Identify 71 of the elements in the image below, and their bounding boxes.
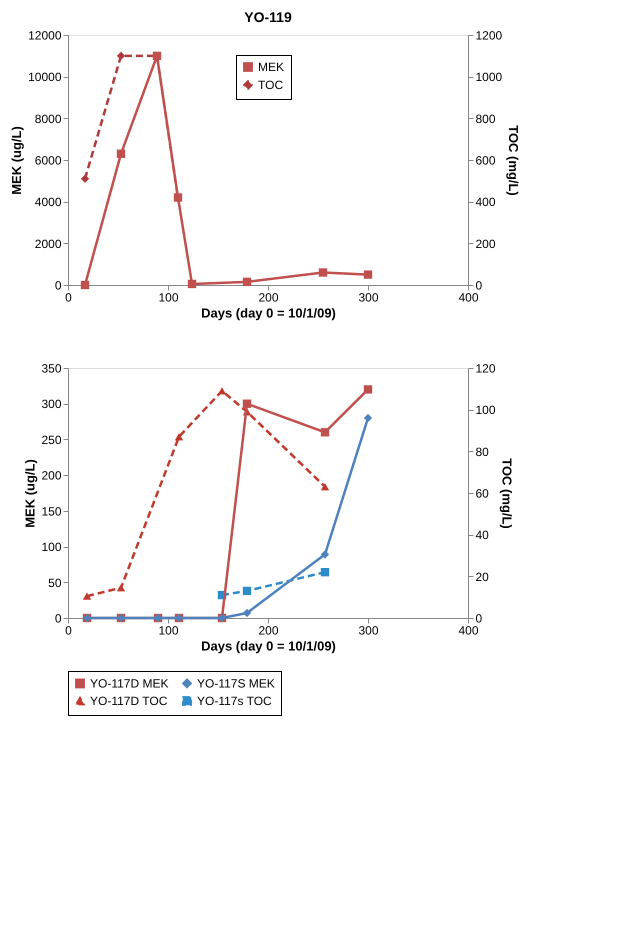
point bbox=[242, 278, 252, 286]
y-tick-label: 50 bbox=[48, 576, 62, 590]
y-tick-label: 6000 bbox=[34, 154, 62, 168]
x-tick-label: 300 bbox=[358, 290, 379, 304]
y2-tick-label: 600 bbox=[476, 154, 496, 168]
y-tick-label: 200 bbox=[41, 468, 62, 483]
y2-tick-label: 20 bbox=[476, 570, 490, 584]
x-tick-label: 100 bbox=[158, 624, 179, 638]
point bbox=[318, 268, 328, 277]
y2-axis-title: TOC (mg/L) bbox=[500, 458, 515, 529]
legend-label: YO-117D MEK bbox=[90, 676, 168, 690]
point bbox=[320, 550, 330, 559]
y2-tick-label: 400 bbox=[476, 195, 496, 210]
y2-tick-label: 100 bbox=[476, 403, 496, 418]
y2-tick-label: 80 bbox=[476, 444, 490, 459]
y2-tick-label: 1000 bbox=[476, 70, 503, 84]
legend-label: TOC bbox=[258, 78, 284, 92]
y-tick-label: 100 bbox=[41, 540, 62, 554]
point bbox=[174, 433, 184, 440]
legend-label: YO-117S MEK bbox=[197, 676, 275, 690]
y2-tick-label: 0 bbox=[476, 612, 482, 626]
x-axis-title: Days (day 0 = 10/1/09) bbox=[201, 638, 336, 654]
x-axis-title: Days (day 0 = 10/1/09) bbox=[201, 306, 336, 320]
point bbox=[242, 400, 252, 408]
point bbox=[364, 414, 372, 422]
y-tick-label: 150 bbox=[41, 504, 62, 518]
x-tick-label: 200 bbox=[258, 290, 279, 304]
x-tick-label: 200 bbox=[258, 624, 279, 638]
y2-tick-label: 120 bbox=[476, 362, 496, 376]
y-tick-label: 300 bbox=[41, 397, 62, 412]
point bbox=[218, 387, 226, 395]
y2-tick-label: 0 bbox=[476, 278, 482, 292]
point bbox=[320, 428, 330, 436]
y-tick-label: 0 bbox=[54, 612, 62, 626]
point bbox=[242, 608, 252, 618]
point bbox=[320, 483, 330, 490]
y-tick-label: 2000 bbox=[34, 236, 62, 251]
y2-tick-label: 200 bbox=[476, 236, 496, 251]
y-axis-title: MEK (ug/L) bbox=[22, 459, 38, 528]
y-tick-label: 0 bbox=[54, 278, 62, 292]
y2-tick-label: 1200 bbox=[476, 28, 503, 42]
point bbox=[116, 584, 126, 592]
point bbox=[242, 586, 252, 596]
y2-tick-label: 60 bbox=[476, 486, 490, 500]
chart-title: YO-119 bbox=[244, 9, 292, 25]
y-tick-label: 10000 bbox=[28, 70, 62, 84]
y-axis-title: MEK (ug/L) bbox=[9, 126, 24, 195]
legend-label: YO-117s TOC bbox=[197, 694, 272, 708]
point bbox=[364, 270, 372, 279]
x-tick-label: 100 bbox=[158, 290, 179, 304]
point bbox=[364, 385, 372, 394]
x-tick-label: 400 bbox=[458, 290, 479, 304]
y-tick-label: 4000 bbox=[34, 195, 62, 210]
y-tick-label: 12000 bbox=[28, 28, 62, 42]
y-tick-label: 8000 bbox=[34, 112, 62, 126]
y-tick-label: 250 bbox=[41, 432, 62, 447]
x-tick-label: 400 bbox=[458, 624, 479, 638]
x-tick-label: 300 bbox=[358, 624, 379, 638]
y2-tick-label: 40 bbox=[476, 528, 490, 542]
x-tick-label: 0 bbox=[65, 290, 72, 304]
legend-label: MEK bbox=[258, 60, 284, 74]
y2-tick-label: 800 bbox=[476, 112, 496, 126]
point bbox=[116, 150, 126, 158]
point bbox=[320, 568, 330, 576]
y2-axis-title: TOC (mg/L) bbox=[506, 125, 522, 196]
x-tick-label: 0 bbox=[65, 624, 72, 638]
legend-label: YO-117D TOC bbox=[90, 694, 168, 708]
point bbox=[188, 280, 196, 288]
point bbox=[82, 592, 92, 600]
y-tick-label: 350 bbox=[41, 362, 62, 376]
point bbox=[80, 280, 90, 290]
